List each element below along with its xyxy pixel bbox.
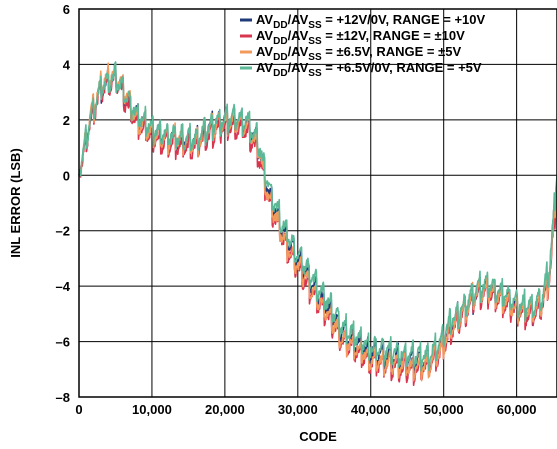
series-line-4 — [78, 61, 557, 372]
y-tick-label: –2 — [56, 224, 70, 239]
series-line-2 — [78, 64, 557, 387]
y-tick-label: 4 — [63, 57, 71, 72]
legend-label: AVDD/AVSS = +12V/0V, RANGE = +10V — [256, 12, 486, 31]
y-tick-label: 0 — [63, 168, 70, 183]
x-tick-label: 0 — [75, 402, 82, 417]
series-line-1 — [78, 62, 557, 378]
legend-label: AVDD/AVSS = ±12V, RANGE = ±10V — [256, 28, 465, 47]
x-tick-label: 40,000 — [351, 402, 391, 417]
y-axis-ticks: –8 –6 –4 –2 0 2 4 6 — [56, 2, 71, 405]
series-layer — [78, 61, 557, 387]
y-tick-label: 6 — [63, 2, 70, 17]
plot-frame — [78, 8, 557, 398]
y-tick-label: –8 — [56, 390, 70, 405]
x-tick-label: 30,000 — [278, 402, 318, 417]
legend: AVDD/AVSS = +12V/0V, RANGE = +10VAVDD/AV… — [240, 12, 486, 79]
x-tick-label: 60,000 — [497, 402, 537, 417]
x-tick-label: 50,000 — [424, 402, 464, 417]
x-axis-title: CODE — [299, 429, 337, 444]
x-axis-ticks: 0 10,000 20,000 30,000 40,000 50,000 60,000 — [75, 402, 536, 417]
series-line-3 — [78, 62, 557, 382]
x-tick-label: 10,000 — [132, 402, 172, 417]
y-tick-label: 2 — [63, 113, 70, 128]
x-tick-label: 20,000 — [205, 402, 245, 417]
grid-lines — [79, 9, 557, 397]
legend-label: AVDD/AVSS = +6.5V/0V, RANGE = +5V — [256, 60, 482, 79]
legend-label: AVDD/AVSS = ±6.5V, RANGE = ±5V — [256, 44, 461, 63]
y-tick-label: –6 — [56, 335, 70, 350]
y-tick-label: –4 — [56, 279, 71, 294]
y-axis-title: INL ERROR (LSB) — [8, 148, 23, 258]
